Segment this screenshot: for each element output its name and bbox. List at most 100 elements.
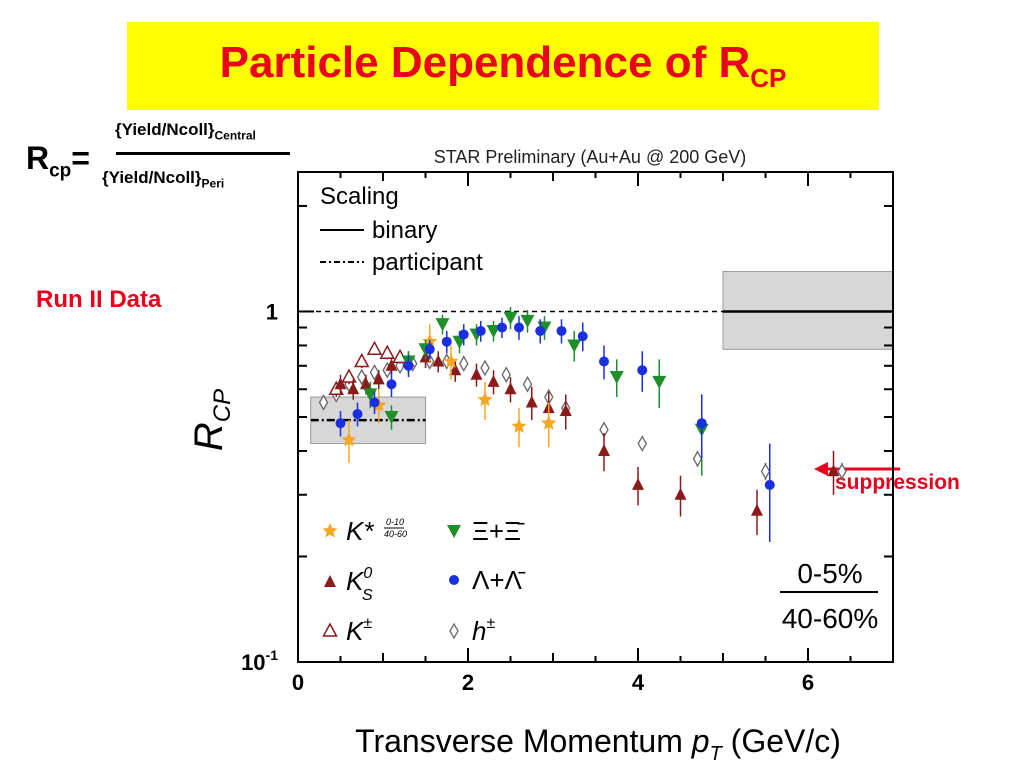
series-circle <box>335 316 775 542</box>
kstar-legend-marker <box>322 523 338 538</box>
suppression-arrow <box>814 462 900 476</box>
data-point <box>567 339 582 353</box>
centrality-top: 0-5% <box>797 558 862 589</box>
species-legend: K* 0-10 40-60 K0S K± Ξ+Ξ̄ Λ+Λ̄ h± <box>322 516 526 646</box>
scaling-legend-title: Scaling <box>320 183 399 210</box>
data-point <box>674 487 687 500</box>
kpm-legend-label: K± <box>346 615 372 646</box>
data-point <box>318 394 329 411</box>
data-point <box>632 477 644 490</box>
data-point <box>764 479 775 490</box>
data-point <box>379 344 396 360</box>
data-point <box>504 382 517 395</box>
xi-legend-label: Ξ+Ξ̄ <box>472 516 525 546</box>
x-tick-label: 4 <box>632 670 645 695</box>
data-point <box>386 379 397 390</box>
suppression-label: suppression <box>835 471 960 494</box>
centrality-label: 0-5% 40-60% <box>780 558 878 634</box>
k0s-legend-label: K0 <box>346 565 372 596</box>
data-point <box>486 324 501 338</box>
lambda-legend-label: Λ+Λ̄ <box>472 565 526 595</box>
data-point <box>369 364 380 381</box>
data-point <box>522 375 533 393</box>
data-point <box>357 368 367 386</box>
data-point <box>487 374 500 387</box>
scaling-legend: Scaling binary participant <box>320 183 483 276</box>
data-point <box>599 356 609 367</box>
data-point <box>369 397 380 408</box>
data-point <box>827 464 840 477</box>
formula-denominator: {Yield/Ncoll}Peri <box>102 168 225 191</box>
x-tick-label: 2 <box>462 670 474 695</box>
data-point <box>535 325 546 336</box>
data-point <box>360 377 372 390</box>
xi-legend-marker <box>447 525 461 538</box>
data-point <box>435 318 450 332</box>
participant-legend-label: participant <box>372 249 483 276</box>
data-point <box>503 311 518 325</box>
x-axis-label: Transverse Momentum pT (GeV/c) <box>355 723 841 765</box>
data-point <box>525 395 538 408</box>
kstar-note-bottom: 40-60 <box>384 529 407 539</box>
title-banner: Particle Dependence of RCP <box>127 22 879 110</box>
data-point <box>441 336 452 347</box>
data-point <box>341 432 357 447</box>
kstar-legend-label: K* <box>346 516 374 546</box>
data-point <box>637 435 647 452</box>
data-point <box>363 388 378 402</box>
data-point <box>692 450 703 468</box>
hadron-legend-label: h± <box>472 615 495 646</box>
data-point <box>480 359 490 377</box>
y-tick-label-0.1: 10-1 <box>241 647 278 675</box>
y-tick-label-1: 1 <box>266 299 278 324</box>
data-point <box>424 344 435 355</box>
data-point <box>341 368 357 383</box>
rcp-formula: Rcp= {Yield/Ncoll}Central {Yield/Ncoll}P… <box>20 118 320 198</box>
data-point <box>470 367 483 380</box>
data-point <box>384 411 399 424</box>
data-point <box>556 325 567 336</box>
x-tick-label: 6 <box>802 670 814 695</box>
series-triangle-up <box>334 347 840 536</box>
data-point <box>353 352 370 368</box>
data-point <box>352 408 363 419</box>
data-point <box>334 377 347 390</box>
data-point <box>458 329 469 340</box>
k0s-legend-marker <box>324 575 336 587</box>
data-point <box>501 366 511 384</box>
kpm-legend-marker <box>322 622 338 637</box>
k0s-legend-sub: S <box>362 587 373 604</box>
data-point <box>760 462 771 480</box>
data-point <box>372 372 385 385</box>
data-point <box>403 360 414 371</box>
data-point <box>511 418 527 433</box>
formula-numerator: {Yield/Ncoll}Central <box>115 120 256 143</box>
data-point <box>520 314 535 328</box>
data-point <box>751 503 763 516</box>
hadron-legend-marker <box>449 622 459 640</box>
fraction-bar <box>116 152 290 155</box>
data-point <box>577 331 588 342</box>
data-point <box>459 355 469 372</box>
data-point <box>696 418 707 429</box>
run-label: Run II Data <box>36 286 162 313</box>
centrality-bottom: 40-60% <box>782 603 879 634</box>
data-point <box>432 354 445 367</box>
data-point <box>598 443 610 456</box>
data-point <box>477 391 493 407</box>
y-axis-label: RCP <box>187 389 236 451</box>
plot-area: 0 2 4 6 1 10-1 <box>241 171 894 695</box>
data-point <box>637 365 648 376</box>
formula-lhs: Rcp= <box>26 140 90 182</box>
data-point <box>475 325 486 336</box>
x-tick-label: 0 <box>292 670 304 695</box>
data-point <box>335 418 346 429</box>
series-triangle-open <box>328 340 408 398</box>
data-point <box>837 462 847 480</box>
kstar-note-top: 0-10 <box>386 517 404 527</box>
data-point <box>443 353 459 368</box>
data-point <box>652 375 667 389</box>
series-star <box>341 324 557 463</box>
data-point <box>559 404 572 417</box>
